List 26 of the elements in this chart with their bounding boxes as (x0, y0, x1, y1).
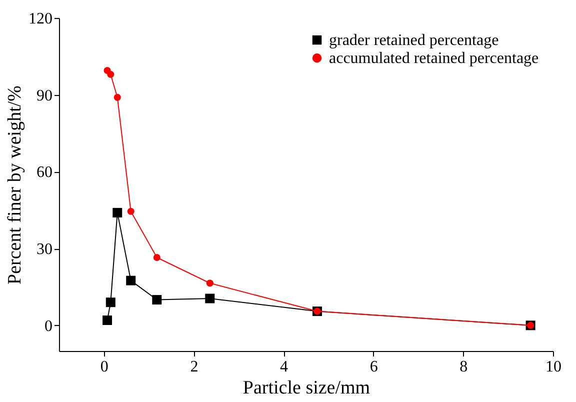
point (107, 70, 114, 78)
x-tick-label: 0 (100, 358, 108, 376)
y-tick-label: 120 (28, 10, 52, 28)
point (205, 294, 215, 304)
y-axis-title: Percent finer by weight/% (4, 85, 26, 284)
point (206, 280, 214, 287)
y-tick-label: 60 (36, 164, 52, 182)
point (127, 208, 134, 215)
y-tick-label: 90 (36, 87, 52, 104)
point (153, 254, 160, 262)
point (152, 295, 162, 305)
point (102, 316, 112, 326)
x-tick-label: 8 (460, 358, 468, 376)
legend-label: grader retained percentage (329, 32, 499, 49)
point (112, 208, 122, 218)
x-tick-label: 10 (546, 358, 562, 376)
x-tick-label: 6 (370, 358, 378, 376)
point (114, 94, 121, 101)
legend-label: accumulated retained percentage (329, 50, 539, 67)
x-axis-title: Particle size/mm (242, 378, 370, 398)
y-tick-label: 30 (36, 241, 52, 258)
y-tick-label: 0 (44, 318, 52, 335)
point (126, 276, 136, 286)
x-tick-label: 2 (190, 358, 198, 376)
point (106, 298, 116, 308)
x-tick-label: 4 (280, 358, 288, 376)
